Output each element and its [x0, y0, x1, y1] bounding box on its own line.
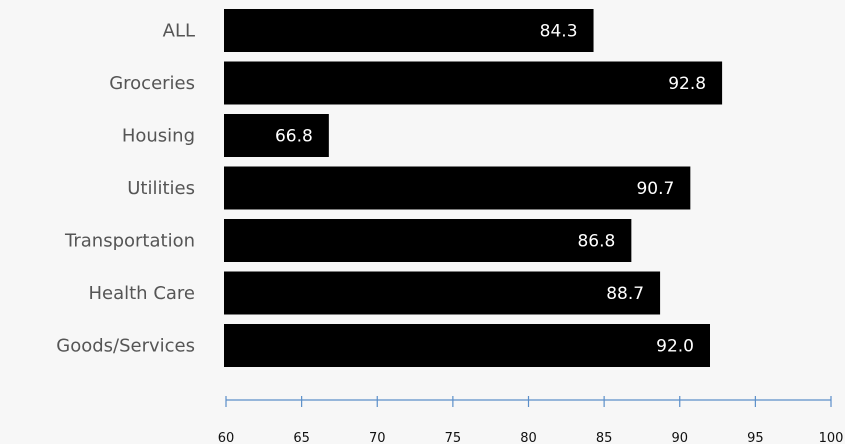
- value-labels-group: 84.3 92.8 66.8 90.7 86.8 88.7 92.0: [275, 22, 706, 357]
- x-tick-label-95: 95: [747, 431, 764, 444]
- category-label-transportation: Transportation: [64, 231, 195, 252]
- bar-transportation: [224, 219, 632, 262]
- bar-goods-services: [224, 324, 710, 367]
- category-label-goods-services: Goods/Services: [56, 336, 195, 357]
- category-labels-group: ALL Groceries Housing Utilities Transportati…: [56, 21, 195, 357]
- x-tick-label-90: 90: [671, 431, 688, 444]
- category-label-utilities: Utilities: [127, 178, 195, 199]
- x-tick-label-65: 65: [293, 431, 310, 444]
- x-tick-label-75: 75: [445, 431, 462, 444]
- value-label-housing: 66.8: [275, 127, 313, 147]
- bar-all: [224, 9, 594, 52]
- value-label-utilities: 90.7: [636, 179, 674, 199]
- value-label-groceries: 92.8: [668, 74, 706, 94]
- bar-health-care: [224, 271, 661, 315]
- x-axis: 60 65 70 75 80 85 90 95 100: [218, 396, 844, 444]
- bar-housing: [224, 114, 329, 157]
- category-label-health-care: Health Care: [88, 283, 195, 304]
- value-label-transportation: 86.8: [577, 232, 615, 252]
- category-label-groceries: Groceries: [109, 73, 195, 94]
- bar-groceries: [224, 61, 723, 105]
- x-tick-label-85: 85: [596, 431, 613, 444]
- x-tick-label-70: 70: [369, 431, 386, 444]
- x-tick-label-100: 100: [819, 431, 844, 444]
- x-tick-label-80: 80: [520, 431, 537, 444]
- x-tick-label-60: 60: [218, 431, 235, 444]
- bars-group: [224, 9, 723, 367]
- value-label-health-care: 88.7: [606, 284, 644, 304]
- value-label-all: 84.3: [540, 22, 578, 42]
- bar-utilities: [224, 166, 691, 210]
- category-label-housing: Housing: [122, 126, 195, 147]
- value-label-goods-services: 92.0: [656, 337, 694, 357]
- category-label-all: ALL: [163, 21, 195, 42]
